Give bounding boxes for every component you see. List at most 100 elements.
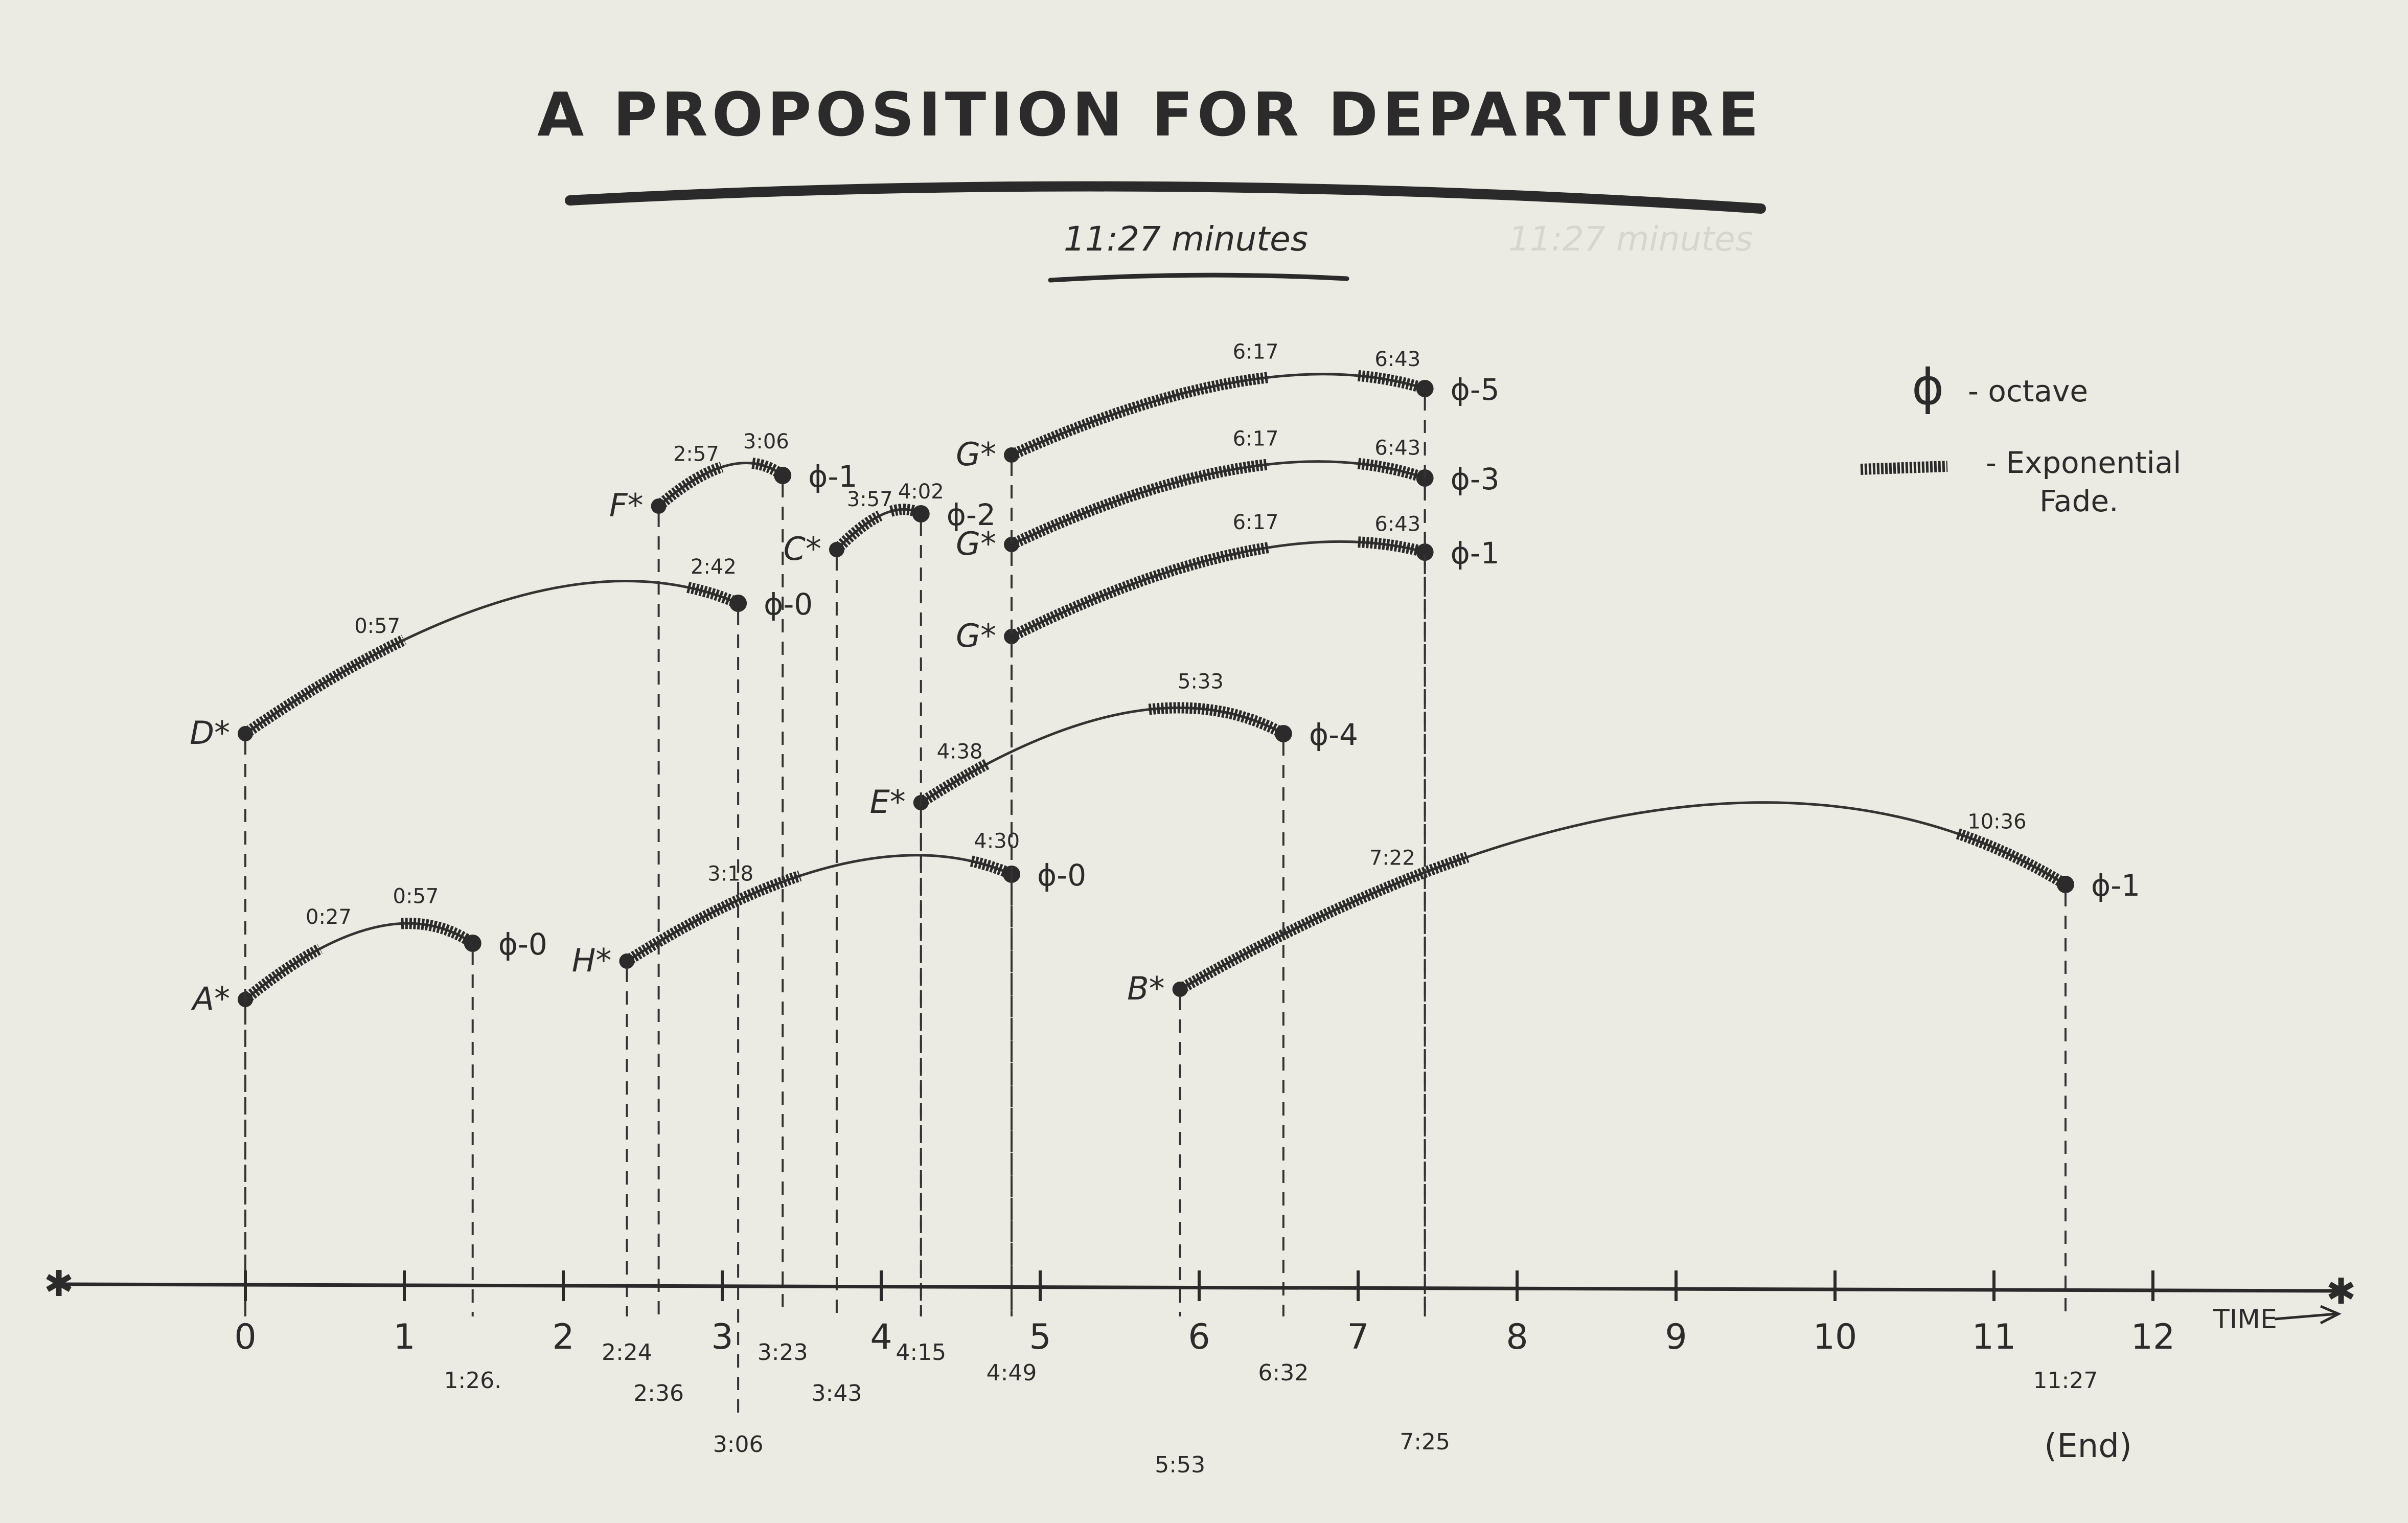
fade-out-segment — [751, 458, 786, 480]
time-mark-label: 5:53 — [1155, 1452, 1205, 1478]
end-dot — [774, 467, 792, 484]
fade-out-segment — [1357, 370, 1427, 394]
voice-letter: D* — [190, 714, 230, 752]
voice-line: G* ϕ-1 6:17 6:43 — [956, 511, 1500, 654]
start-dot — [1004, 537, 1020, 552]
axis-label: TIME — [2213, 1304, 2277, 1335]
axis-tick-label: 11 — [1972, 1317, 2016, 1357]
voice-line: F* ϕ-1 2:57 3:06 — [609, 430, 857, 524]
voice-letter: H* — [572, 942, 612, 979]
voice-letter: G* — [956, 436, 996, 473]
start-dot — [1004, 629, 1020, 644]
voice-time-label: 6:17 — [1233, 511, 1279, 534]
end-note: (End) — [2044, 1427, 2132, 1465]
axis-tick-label: 1 — [393, 1317, 415, 1357]
fade-in-segment — [242, 944, 323, 1004]
start-dot — [651, 498, 667, 514]
voice-letter: C* — [784, 530, 821, 567]
end-dot — [464, 935, 481, 952]
start-dot — [1172, 982, 1188, 997]
voice-time-label: 0:57 — [354, 615, 400, 638]
axis-tick-label: 6 — [1188, 1317, 1210, 1357]
time-mark-label: 1:26. — [444, 1368, 501, 1394]
title-underline — [565, 181, 1766, 214]
time-mark-label: 3:23 — [758, 1339, 808, 1366]
axis-end-star: ✱ — [2326, 1270, 2356, 1312]
time-marks: 1:26. 2:24 2:36 3:06 3:233:43 4:15 4:49 5:53 6:3… — [444, 1339, 2098, 1478]
drop-lines — [244, 397, 2067, 1421]
voice-line: B* ϕ-1 7:22 10:36 — [1127, 801, 2140, 1007]
voice-time-label: 10:36 — [1967, 810, 2026, 833]
voice-time-label: 7:22 — [1369, 847, 1415, 870]
voice-octave: ϕ-4 — [1309, 717, 1358, 752]
fade-out-segment — [1956, 828, 2069, 890]
voice-octave: ϕ-3 — [1451, 462, 1500, 496]
axis-tick-label: 0 — [234, 1317, 256, 1357]
axis-tick-label: 10 — [1813, 1317, 1857, 1357]
octave-symbol: ϕ — [1912, 358, 1944, 416]
fade-in-segment — [1009, 459, 1269, 550]
voice-letter: A* — [191, 980, 230, 1017]
voice-letter: F* — [609, 487, 644, 524]
voice-octave: ϕ-5 — [1451, 372, 1500, 407]
time-mark-label: 4:49 — [987, 1360, 1037, 1386]
subtitle-underline — [1048, 272, 1349, 283]
voice-line: E* ϕ-4 4:38 5:33 — [870, 670, 1358, 821]
fade-in-segment — [918, 758, 991, 808]
time-mark-label: 3:43 — [812, 1380, 862, 1406]
voice-layer: D* ϕ-0 0:57 2:42 A* ϕ-0 0:27 0:57 F* ϕ-1 2:57 3:06 C… — [190, 340, 2140, 1017]
axis-tick-label: 4 — [870, 1317, 892, 1357]
fade-in-segment — [1009, 542, 1269, 642]
voice-line: G* ϕ-5 6:17 6:43 — [956, 340, 1500, 473]
axis-label-arrow — [2274, 1305, 2342, 1325]
time-mark-label: 2:24 — [602, 1339, 652, 1366]
axis-tick-label: 5 — [1029, 1317, 1051, 1357]
voice-octave: ϕ-0 — [1037, 858, 1086, 893]
fade-out-segment — [1358, 536, 1427, 558]
axis-tick-label: 12 — [2131, 1317, 2175, 1357]
voice-time-label: 3:18 — [707, 862, 753, 886]
fade-in-segment — [242, 634, 407, 739]
time-mark-label: 6:32 — [1258, 1360, 1309, 1386]
voice-arc — [920, 706, 1285, 804]
voice-octave: ϕ-1 — [808, 459, 857, 494]
voice-time-label: 3:57 — [847, 488, 893, 511]
faint-duration-note: 11:27 minutes — [1508, 219, 1753, 259]
end-dot — [1274, 725, 1292, 742]
fade-legend-label: - Exponential — [1986, 445, 2181, 480]
axis-tick-label: 3 — [711, 1317, 733, 1357]
axis-ticks: 0 1 2 3 4 5 6 7 8 9 10 11 12 — [234, 1270, 2175, 1357]
voice-line: C* ϕ-2 3:57 4:02 — [784, 480, 996, 567]
start-dot — [238, 726, 253, 741]
voice-time-label: 4:02 — [898, 480, 944, 504]
voice-time-label: 2:57 — [673, 442, 719, 466]
voice-time-label: 6:43 — [1374, 512, 1420, 536]
legend: ϕ - octave - Exponential Fade. — [1860, 358, 2181, 518]
time-mark-label: 7:25 — [1400, 1429, 1450, 1455]
voice-time-label: 3:06 — [743, 430, 789, 453]
octave-legend-label: - octave — [1968, 374, 2088, 408]
voice-line: D* ϕ-0 0:57 2:42 — [190, 555, 813, 752]
end-dot — [1416, 380, 1434, 397]
time-mark-label: 2:36 — [633, 1380, 684, 1406]
axis-tick-label: 9 — [1665, 1317, 1687, 1357]
fade-in-segment — [1009, 372, 1269, 461]
time-mark-label: 4:15 — [896, 1339, 946, 1366]
start-dot — [619, 953, 635, 969]
axis-tick-label: 2 — [552, 1317, 574, 1357]
fade-legend-swatch — [1860, 461, 1948, 475]
voice-octave: ϕ-2 — [947, 497, 996, 532]
voice-time-label: 5:33 — [1178, 670, 1224, 693]
axis-tick-label: 8 — [1506, 1317, 1528, 1357]
start-dot — [1004, 447, 1020, 463]
voice-octave: ϕ-1 — [1451, 536, 1500, 571]
start-dot — [829, 542, 844, 557]
voice-time-label: 0:57 — [393, 885, 439, 908]
time-mark-label: 3:06 — [713, 1431, 764, 1458]
voice-time-label: 6:17 — [1233, 340, 1279, 363]
voice-time-label: 6:43 — [1374, 437, 1420, 460]
voice-time-label: 2:42 — [691, 555, 737, 579]
axis-tick-label: 7 — [1347, 1317, 1369, 1357]
